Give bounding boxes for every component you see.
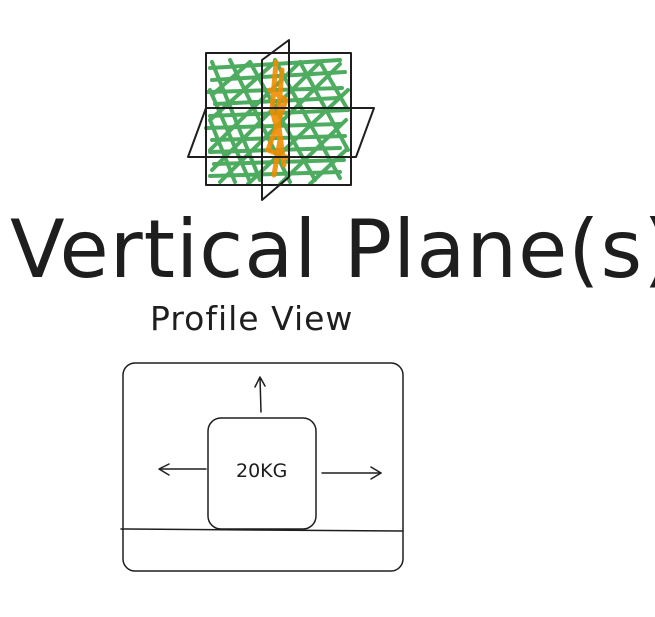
plane-sketch-icon xyxy=(187,39,375,201)
arrow-left-icon xyxy=(158,463,207,476)
arrow-up-icon xyxy=(254,376,266,413)
ground-line xyxy=(120,528,404,532)
page-subtitle: Profile View xyxy=(150,299,353,338)
profile-view-diagram xyxy=(120,362,404,572)
plane-outlines xyxy=(187,39,375,201)
page-title: Vertical Plane(s) xyxy=(10,203,655,296)
arrow-right-icon xyxy=(321,466,382,480)
outer-container xyxy=(122,362,404,572)
weight-label: 20KG xyxy=(236,460,287,482)
weight-box xyxy=(207,417,317,530)
